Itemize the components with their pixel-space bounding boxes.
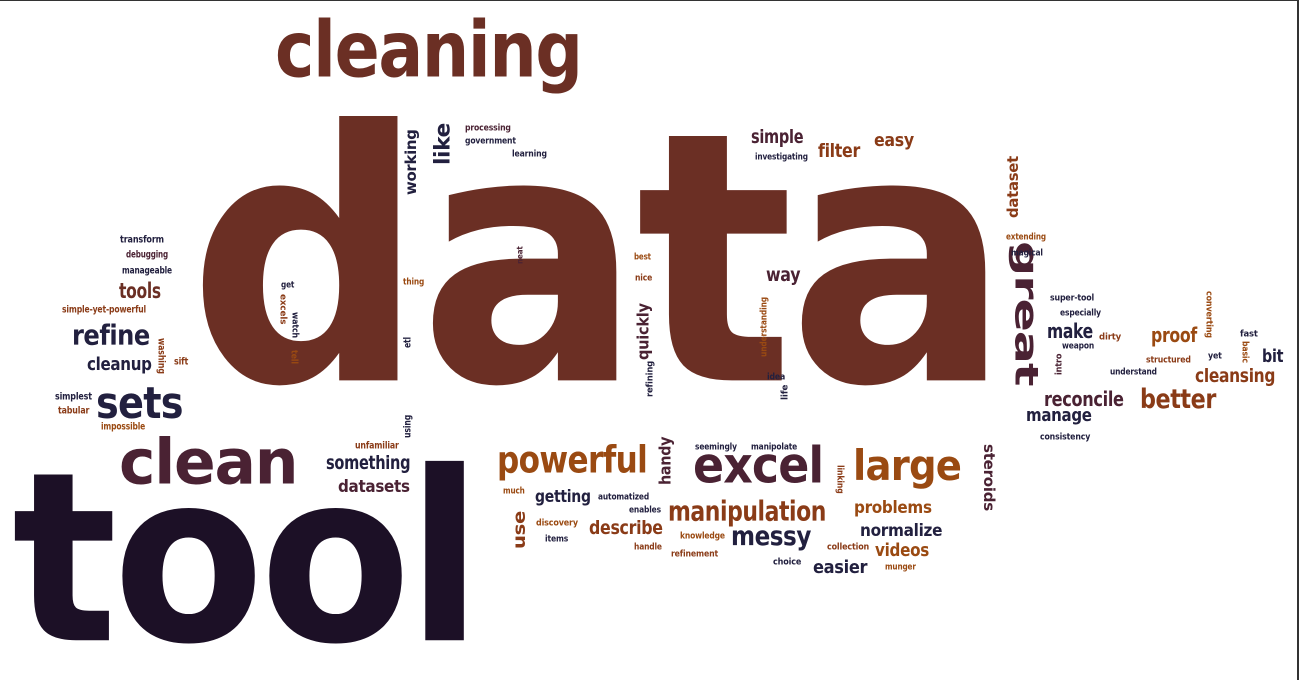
word-using: using bbox=[401, 414, 413, 438]
word-manipolate: manipolate bbox=[751, 441, 798, 452]
word-excels: excels bbox=[278, 294, 289, 325]
word-watch: watch bbox=[290, 312, 301, 338]
word-handy: handy bbox=[655, 436, 675, 485]
word-life: life bbox=[779, 384, 790, 400]
word-manipulation: manipulation bbox=[668, 495, 826, 528]
word-extending: extending bbox=[1006, 231, 1046, 242]
word-powerful: powerful bbox=[497, 437, 648, 482]
word-especially: especially bbox=[1060, 307, 1101, 318]
word-use: use bbox=[509, 511, 530, 549]
word-clean: clean bbox=[119, 425, 299, 499]
word-washing: washing bbox=[156, 338, 168, 374]
word-sets: sets bbox=[96, 377, 184, 429]
word-understand: understand bbox=[1110, 366, 1157, 377]
word-problems: problems bbox=[854, 497, 932, 518]
word-tools: tools bbox=[119, 279, 161, 304]
word-weapon: weapon bbox=[1062, 340, 1095, 351]
word-filter: filter bbox=[818, 139, 860, 162]
word-dataset: dataset bbox=[1005, 156, 1022, 218]
word-fast: fast bbox=[1240, 328, 1258, 339]
word-transform: transform bbox=[120, 233, 164, 245]
word-simple-yet-powerful: simple-yet-powerful bbox=[62, 303, 147, 315]
word-understanding: understanding bbox=[758, 297, 769, 357]
word-reconcile: reconcile bbox=[1044, 387, 1124, 411]
word-bit: bit bbox=[1262, 346, 1284, 367]
word-automatized: automatized bbox=[598, 491, 650, 502]
word-unfamiliar: unfamiliar bbox=[355, 439, 399, 451]
word-munger: munger bbox=[885, 561, 916, 572]
word-intro: intro bbox=[1053, 353, 1064, 375]
word-best: best bbox=[634, 251, 651, 262]
word-super-tool: super-tool bbox=[1050, 292, 1095, 303]
word-idea: idea bbox=[767, 371, 786, 382]
word-data: data bbox=[188, 57, 1011, 463]
word-proof: proof bbox=[1151, 323, 1197, 347]
word-debugging: debugging bbox=[126, 248, 169, 260]
word-government: government bbox=[465, 135, 516, 146]
word-cleaning: cleaning bbox=[275, 3, 583, 95]
word-choice: choice bbox=[773, 556, 802, 567]
word-consistency: consistency bbox=[1040, 431, 1091, 442]
word-basic: basic bbox=[1240, 341, 1251, 363]
word-tell: tell bbox=[289, 350, 300, 364]
word-handle: handle bbox=[634, 541, 662, 552]
word-normalize: normalize bbox=[860, 520, 943, 541]
word-impossible: impossible bbox=[101, 420, 146, 432]
word-magical: magical bbox=[1011, 247, 1043, 258]
word-manage: manage bbox=[1026, 405, 1092, 426]
word-something: something bbox=[326, 451, 411, 474]
word-tool: tool bbox=[12, 421, 482, 680]
word-easier: easier bbox=[813, 557, 868, 578]
word-quickly: quickly bbox=[633, 303, 653, 360]
word-way: way bbox=[766, 263, 801, 286]
word-enables: enables bbox=[629, 504, 661, 515]
word-linking: linking bbox=[835, 465, 846, 494]
word-easy: easy bbox=[874, 130, 914, 151]
word-datasets: datasets bbox=[338, 476, 410, 497]
word-cleansing: cleansing bbox=[1195, 364, 1276, 387]
word-videos: videos bbox=[875, 540, 929, 561]
word-processing: processing bbox=[465, 122, 511, 133]
word-yet: yet bbox=[1208, 350, 1222, 361]
word-seemingly: seemingly bbox=[695, 441, 737, 452]
word-tabular: tabular bbox=[58, 404, 90, 416]
word-items: items bbox=[545, 533, 569, 544]
word-describe: describe bbox=[589, 516, 663, 539]
word-learning: learning bbox=[512, 148, 547, 159]
word-messy: messy bbox=[731, 520, 811, 552]
word-steroids: steroids bbox=[980, 444, 997, 511]
word-refining: refining bbox=[644, 360, 655, 397]
word-discovery: discovery bbox=[536, 517, 578, 528]
word-refine: refine bbox=[72, 319, 150, 352]
word-converting: converting bbox=[1204, 291, 1215, 338]
word-dirty: dirty bbox=[1099, 331, 1122, 342]
word-simple: simple bbox=[751, 125, 804, 148]
word-large: large bbox=[853, 442, 962, 491]
word-manageable: manageable bbox=[122, 264, 172, 276]
word-thing: thing bbox=[403, 276, 425, 287]
word-collection: collection bbox=[827, 541, 870, 552]
word-get: get bbox=[281, 279, 295, 290]
word-structured: structured bbox=[1146, 354, 1191, 365]
word-great: great bbox=[1007, 241, 1045, 386]
word-sift: sift bbox=[174, 355, 189, 367]
word-cleanup: cleanup bbox=[87, 354, 152, 375]
word-nice: nice bbox=[635, 272, 653, 283]
word-excel: excel bbox=[693, 436, 824, 495]
word-make: make bbox=[1047, 319, 1093, 343]
word-much: much bbox=[503, 485, 525, 496]
word-simplest: simplest bbox=[55, 390, 92, 402]
word-getting: getting bbox=[535, 486, 591, 507]
word-etl: etl bbox=[401, 337, 413, 348]
word-knowledge: knowledge bbox=[680, 530, 725, 541]
word-like: like bbox=[429, 123, 455, 165]
word-investigating: investigating bbox=[755, 151, 808, 162]
word-better: better bbox=[1140, 383, 1216, 415]
word-refinement: refinement bbox=[671, 548, 719, 559]
word-working: working bbox=[403, 129, 420, 195]
word-neat: neat bbox=[516, 246, 525, 264]
